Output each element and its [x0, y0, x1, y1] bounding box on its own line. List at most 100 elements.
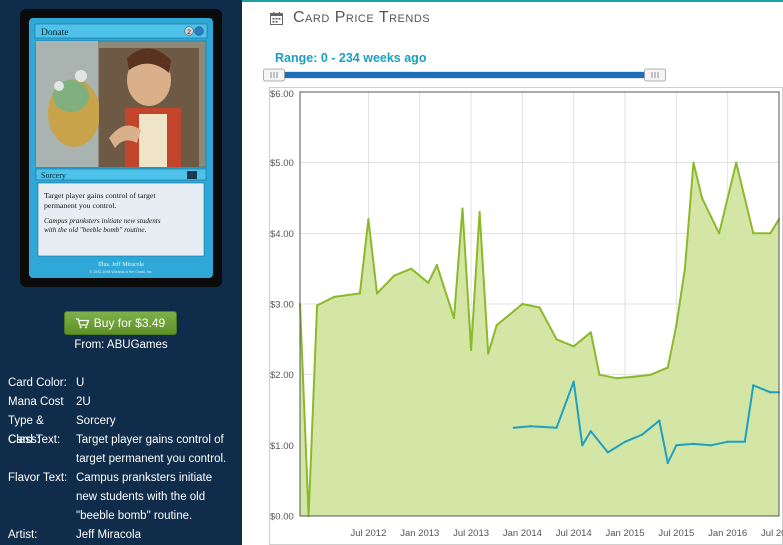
detail-label: Card Color:	[8, 377, 67, 389]
card-sidebar: Donate 2 Sorcery Target player gains con…	[0, 0, 242, 545]
x-tick-label: Jan 2016	[708, 528, 747, 539]
data-point	[769, 232, 772, 235]
data-point	[692, 442, 695, 445]
data-point	[478, 211, 481, 214]
x-tick-label: Jul 2013	[453, 528, 489, 539]
price-chart[interactable]: $0.00 $1.00 $2.00 $3.00 $4.00 $5.00 $6.00 Jul …	[269, 87, 783, 545]
data-point	[367, 218, 370, 221]
data-point	[410, 267, 413, 270]
detail-value: U	[76, 377, 85, 389]
chart-series-layer	[298, 161, 781, 518]
data-point	[529, 425, 532, 428]
buy-button[interactable]: Buy for $3.49	[64, 311, 177, 335]
data-point	[538, 306, 541, 309]
detail-value: 2U	[76, 396, 91, 408]
detail-label: Flavor Text:	[8, 472, 68, 484]
data-point	[581, 444, 584, 447]
data-point	[495, 324, 498, 327]
x-tick-label: Jan 2014	[503, 528, 542, 539]
seller-label: From: ABUGames	[74, 339, 168, 351]
calendar-icon	[270, 11, 283, 25]
data-point	[435, 264, 438, 267]
x-tick-label: Jan 2013	[400, 528, 439, 539]
data-point	[658, 419, 661, 422]
data-point	[735, 161, 738, 164]
data-point	[555, 338, 558, 341]
data-point	[632, 375, 635, 378]
x-tick-label: Jul 2015	[658, 528, 694, 539]
cart-icon	[75, 317, 89, 328]
card-rules-text: Target player gains control of target pe…	[44, 191, 158, 210]
y-axis-labels: $0.00 $1.00 $2.00 $3.00 $4.00 $5.00 $6.00	[270, 89, 294, 523]
data-point	[700, 196, 704, 200]
data-point	[726, 440, 729, 443]
data-point	[615, 377, 618, 380]
data-point	[452, 317, 456, 320]
price-trends-title: Card Price Trends	[270, 9, 430, 27]
y-tick-label: $5.00	[270, 158, 294, 169]
buy-button-label: Buy for $3.49	[93, 316, 166, 330]
card-illustrator: Illus. Jeff Miracola	[98, 261, 144, 268]
card-copyright: © 1993-1998 Wizards of the Coast, Inc.	[90, 270, 153, 274]
data-point	[641, 433, 644, 436]
data-point	[769, 391, 772, 394]
data-point	[718, 232, 721, 235]
data-point	[487, 352, 490, 355]
week-range-slider[interactable]	[263, 68, 668, 82]
data-point	[743, 440, 746, 443]
data-point	[675, 444, 678, 447]
slider-handle-low[interactable]	[263, 68, 285, 82]
detail-value: Sorcery	[76, 415, 116, 427]
plot-frame	[299, 91, 780, 517]
slider-range-fill	[275, 72, 655, 78]
data-point	[512, 426, 515, 429]
card-flavor-text: Campus pranksters initiate new students …	[44, 217, 162, 234]
data-point	[606, 451, 609, 454]
detail-value: Campus pranksters initiate new students …	[76, 472, 213, 522]
card-text-box	[37, 182, 205, 257]
data-point	[461, 207, 464, 210]
x-tick-label: Jan 2015	[605, 528, 644, 539]
y-tick-label: $0.00	[270, 512, 294, 523]
y-tick-label: $1.00	[270, 441, 294, 452]
data-point	[589, 430, 592, 433]
slider-handle-high[interactable]	[644, 68, 666, 82]
data-point	[752, 232, 755, 235]
blue-mana-icon	[194, 26, 204, 36]
data-point	[470, 348, 473, 351]
set-symbol-icon	[187, 171, 197, 179]
series-area-fill	[300, 162, 779, 516]
data-point	[666, 461, 669, 465]
detail-value: Jeff Miracola	[76, 529, 141, 541]
data-point	[692, 161, 695, 164]
data-point	[358, 292, 361, 295]
range-label: Range: 0 - 234 weeks ago	[275, 51, 427, 65]
data-point	[572, 345, 575, 348]
data-point	[427, 281, 430, 284]
card-type-line: Sorcery	[41, 171, 66, 180]
y-tick-label: $2.00	[270, 370, 294, 381]
x-axis-labels: Jul 2012 Jan 2013 Jul 2013 Jan 2014 Jul 2014…	[350, 528, 783, 539]
data-point	[623, 440, 627, 443]
mana-symbol-generic: 2	[187, 29, 191, 36]
data-point	[572, 380, 575, 383]
data-point	[709, 444, 712, 447]
x-tick-label: Jul 2014	[556, 528, 592, 539]
card-image[interactable]: Donate 2 Sorcery Target player gains con…	[20, 9, 222, 287]
y-tick-label: $6.00	[270, 89, 294, 100]
data-point	[752, 384, 755, 387]
data-point	[316, 304, 319, 307]
data-point	[683, 267, 686, 270]
detail-value: Target player gains control of target pe…	[76, 434, 227, 465]
detail-label: Artist:	[8, 529, 38, 541]
y-tick-label: $3.00	[270, 300, 294, 311]
x-tick-label: Jul 2016	[761, 528, 783, 539]
y-tick-label: $4.00	[270, 229, 294, 240]
card-artwork: Donate 2 Sorcery Target player gains con…	[29, 18, 213, 278]
generic-mana-icon	[184, 26, 194, 36]
detail-label: Mana Cost	[8, 396, 64, 408]
data-point	[393, 274, 396, 277]
data-point	[375, 292, 379, 295]
detail-label: Card Text:	[8, 434, 61, 446]
data-point	[512, 310, 515, 313]
